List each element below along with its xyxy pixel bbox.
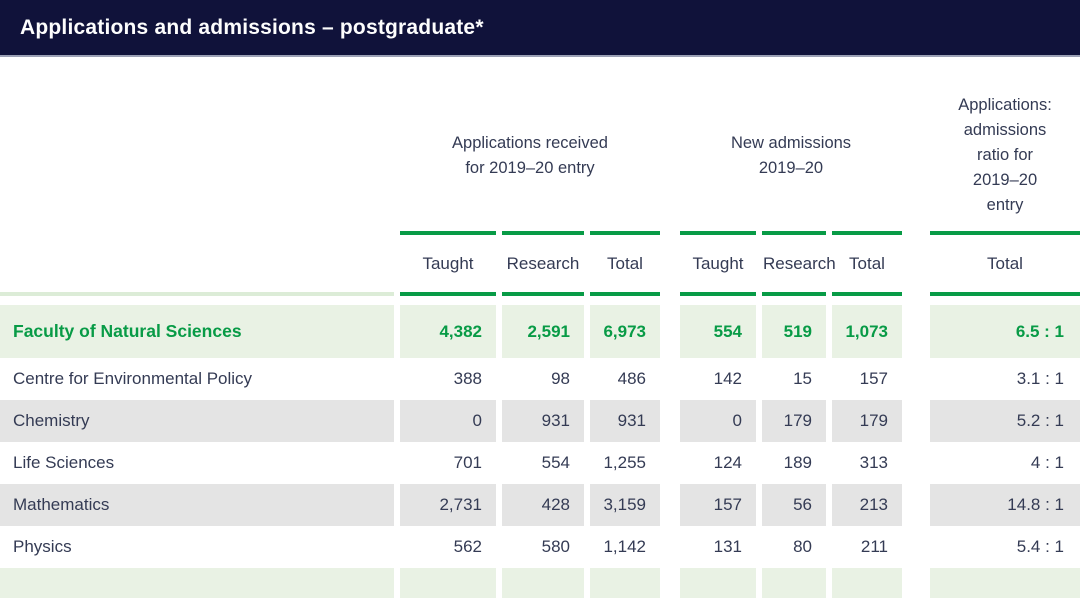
cell-adm-taught: 157 bbox=[680, 484, 756, 526]
table-row: Life Sciences 701 554 1,255 124 189 313 … bbox=[0, 442, 1080, 484]
cell-adm-total: 1,073 bbox=[832, 305, 903, 358]
column-gap bbox=[666, 400, 674, 442]
cell-app-taught: 562 bbox=[400, 526, 496, 568]
table-row-faculty-total: Faculty of Natural Sciences 4,382 2,591 … bbox=[0, 305, 1080, 358]
row-label: Faculty of Natural Sciences bbox=[0, 305, 394, 358]
column-gap bbox=[908, 442, 924, 484]
column-gap bbox=[908, 526, 924, 568]
subheader-admissions-taught: Taught bbox=[680, 231, 756, 296]
cell-adm-taught: 0 bbox=[680, 400, 756, 442]
subheader-admissions-total: Total bbox=[832, 231, 903, 296]
cell-ratio: 6.5 : 1 bbox=[930, 305, 1080, 358]
cell-app-total: 1,255 bbox=[590, 442, 660, 484]
cell-ratio: 3.1 : 1 bbox=[930, 358, 1080, 400]
table-row: Chemistry 0 931 931 0 179 179 5.2 : 1 bbox=[0, 400, 1080, 442]
table-row: Mathematics 2,731 428 3,159 157 56 213 1… bbox=[0, 484, 1080, 526]
cell-ratio: 14.8 : 1 bbox=[930, 484, 1080, 526]
column-gap bbox=[666, 442, 674, 484]
group-header-line: Applications received bbox=[452, 133, 608, 152]
subheader-blank bbox=[0, 231, 394, 296]
cell-app-research: 428 bbox=[502, 484, 584, 526]
group-header-line: 2019–20 bbox=[972, 171, 1038, 189]
page-title: Applications and admissions – postgradua… bbox=[20, 15, 484, 39]
cell-adm-research: 56 bbox=[762, 484, 826, 526]
column-gap bbox=[666, 526, 674, 568]
cell-adm-research: 519 bbox=[762, 305, 826, 358]
cell-adm-total: 211 bbox=[832, 526, 903, 568]
cell-app-taught: 2,731 bbox=[400, 484, 496, 526]
column-gap bbox=[908, 231, 924, 296]
cell-app-total: 3,159 bbox=[590, 484, 660, 526]
cell-app-research: 98 bbox=[502, 358, 584, 400]
cell-adm-total: 213 bbox=[832, 484, 903, 526]
row-label: Physics bbox=[0, 526, 394, 568]
cell-adm-taught: 124 bbox=[680, 442, 756, 484]
table-row: Physics 562 580 1,142 131 80 211 5.4 : 1 bbox=[0, 526, 1080, 568]
group-header-new-admissions: New admissions 2019–20 bbox=[680, 80, 902, 231]
cell-adm-research: 15 bbox=[762, 358, 826, 400]
column-gap bbox=[908, 484, 924, 526]
table-row: Centre for Environmental Policy 388 98 4… bbox=[0, 358, 1080, 400]
column-gap bbox=[666, 231, 674, 296]
table-row-partial bbox=[0, 568, 1080, 598]
cell-adm-research: 80 bbox=[762, 526, 826, 568]
cell-adm-taught: 142 bbox=[680, 358, 756, 400]
group-header-line: Applications: bbox=[958, 96, 1052, 114]
cell-adm-total: 179 bbox=[832, 400, 903, 442]
cell-ratio: 5.4 : 1 bbox=[930, 526, 1080, 568]
cell-app-research: 554 bbox=[502, 442, 584, 484]
cell-app-research: 931 bbox=[502, 400, 584, 442]
column-gap bbox=[908, 400, 924, 442]
subheader-applications-research: Research bbox=[502, 231, 584, 296]
row-label: Chemistry bbox=[0, 400, 394, 442]
column-gap bbox=[908, 80, 924, 231]
column-gap bbox=[666, 358, 674, 400]
group-header-line: for 2019–20 entry bbox=[465, 158, 595, 177]
subheader-row: Taught Research Total Taught Research To… bbox=[0, 231, 1080, 296]
cell-adm-total: 313 bbox=[832, 442, 903, 484]
cell-app-taught: 701 bbox=[400, 442, 496, 484]
column-gap bbox=[908, 305, 924, 358]
cell-adm-taught: 554 bbox=[680, 305, 756, 358]
cell-app-total: 931 bbox=[590, 400, 660, 442]
applications-admissions-table: Applications received for 2019–20 entry … bbox=[0, 80, 1080, 598]
group-header-line: entry bbox=[986, 196, 1024, 214]
cell-app-total: 1,142 bbox=[590, 526, 660, 568]
subheader-ratio-total: Total bbox=[930, 231, 1080, 296]
cell-adm-research: 189 bbox=[762, 442, 826, 484]
column-gap bbox=[666, 80, 674, 231]
group-header-line: admissions bbox=[963, 121, 1047, 139]
cell-app-total: 6,973 bbox=[590, 305, 660, 358]
group-header-line: New admissions bbox=[730, 133, 852, 152]
column-gap bbox=[666, 305, 674, 358]
cell-ratio: 4 : 1 bbox=[930, 442, 1080, 484]
group-header-applications-admissions-ratio: Applications: admissions ratio for 2019–… bbox=[930, 80, 1080, 231]
subheader-applications-taught: Taught bbox=[400, 231, 496, 296]
cell-adm-total: 157 bbox=[832, 358, 903, 400]
cell-app-taught: 0 bbox=[400, 400, 496, 442]
group-header-line: ratio for bbox=[977, 146, 1033, 164]
cell-app-research: 2,591 bbox=[502, 305, 584, 358]
column-gap bbox=[908, 358, 924, 400]
group-header-row: Applications received for 2019–20 entry … bbox=[0, 80, 1080, 231]
title-bar: Applications and admissions – postgradua… bbox=[0, 0, 1080, 57]
cell-adm-research: 179 bbox=[762, 400, 826, 442]
label-column-header-blank bbox=[0, 80, 394, 231]
cell-app-taught: 4,382 bbox=[400, 305, 496, 358]
row-label: Mathematics bbox=[0, 484, 394, 526]
subheader-applications-total: Total bbox=[590, 231, 660, 296]
column-gap bbox=[666, 484, 674, 526]
cell-ratio: 5.2 : 1 bbox=[930, 400, 1080, 442]
row-label: Centre for Environmental Policy bbox=[0, 358, 394, 400]
cell-app-research: 580 bbox=[502, 526, 584, 568]
row-label: Life Sciences bbox=[0, 442, 394, 484]
cell-app-total: 486 bbox=[590, 358, 660, 400]
cell-app-taught: 388 bbox=[400, 358, 496, 400]
group-header-line: 2019–20 bbox=[758, 158, 824, 177]
subheader-admissions-research: Research bbox=[762, 231, 836, 296]
header-body-gap bbox=[0, 296, 1080, 305]
group-header-applications-received: Applications received for 2019–20 entry bbox=[400, 80, 660, 231]
cell-adm-taught: 131 bbox=[680, 526, 756, 568]
